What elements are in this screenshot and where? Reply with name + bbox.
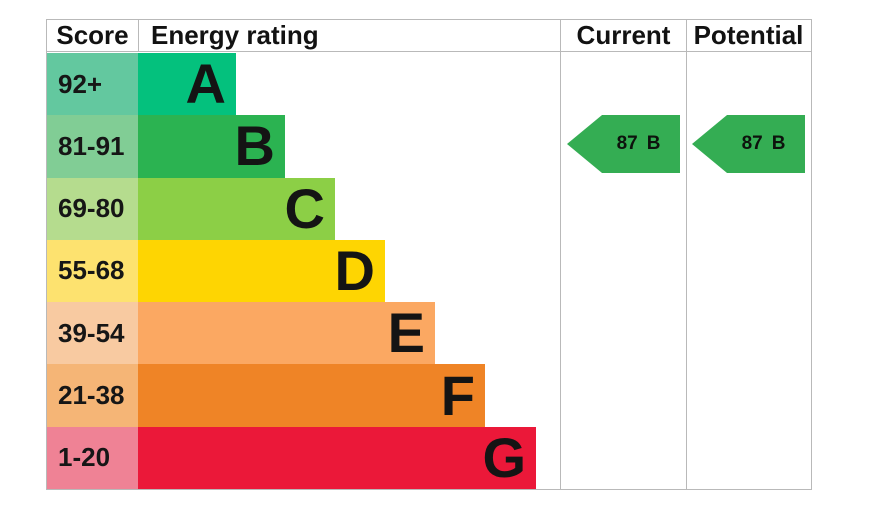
header-divider bbox=[138, 20, 139, 52]
band-row-g: 1-20 G bbox=[47, 426, 811, 489]
current-score: 87 bbox=[616, 133, 638, 154]
band-row-e: 39-54 E bbox=[47, 302, 811, 365]
band-row-b: 81-91 B bbox=[47, 115, 811, 178]
rating-bar: D bbox=[138, 239, 385, 303]
band-row-c: 69-80 C bbox=[47, 177, 811, 240]
score-cell: 1-20 bbox=[47, 426, 138, 489]
epc-table: Score Energy rating Current Potential 92… bbox=[46, 19, 812, 490]
rating-bar: A bbox=[138, 53, 236, 116]
header-energy-rating: Energy rating bbox=[151, 20, 319, 50]
rating-bar: B bbox=[138, 115, 285, 178]
table-header: Score Energy rating Current Potential bbox=[47, 20, 811, 52]
header-score: Score bbox=[56, 20, 129, 50]
band-row-a: 92+ A bbox=[47, 53, 811, 116]
band-rows: 92+ A 81-91 B 69-80 C 55-68 D 39-54 E 21… bbox=[47, 53, 811, 489]
band-row-d: 55-68 D bbox=[47, 239, 811, 303]
column-divider bbox=[560, 20, 561, 489]
score-cell: 55-68 bbox=[47, 239, 138, 303]
score-cell: 21-38 bbox=[47, 364, 138, 427]
score-cell: 92+ bbox=[47, 53, 138, 116]
rating-bar: E bbox=[138, 302, 435, 365]
column-divider bbox=[686, 20, 687, 489]
potential-score: 87 bbox=[741, 133, 763, 154]
rating-bar: F bbox=[138, 364, 485, 427]
header-potential: Potential bbox=[693, 20, 804, 50]
score-cell: 39-54 bbox=[47, 302, 138, 365]
score-cell: 69-80 bbox=[47, 177, 138, 240]
header-current: Current bbox=[576, 20, 671, 50]
current-band: B bbox=[646, 133, 661, 154]
rating-bar: G bbox=[138, 426, 536, 489]
potential-band: B bbox=[771, 133, 786, 154]
band-row-f: 21-38 F bbox=[47, 364, 811, 427]
rating-bar: C bbox=[138, 177, 335, 240]
score-cell: 81-91 bbox=[47, 115, 138, 178]
